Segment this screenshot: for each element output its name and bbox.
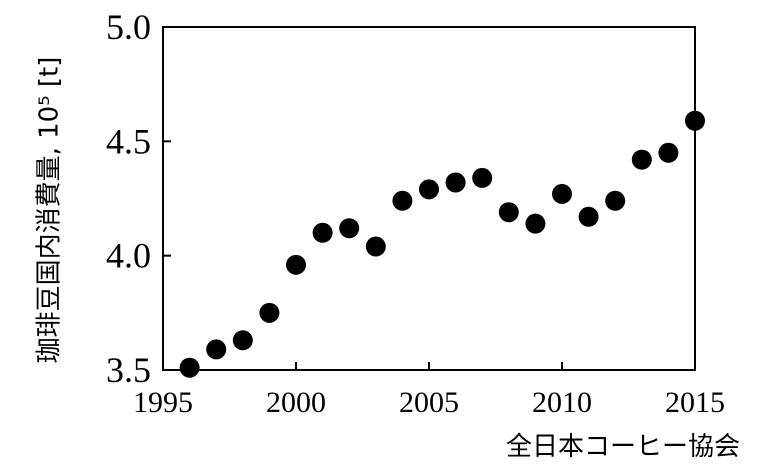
data-point xyxy=(632,150,652,170)
x-tick-label: 2010 xyxy=(532,386,592,419)
data-point xyxy=(259,303,279,323)
x-tick-label: 2005 xyxy=(399,386,459,419)
y-axis-label: 珈琲豆国内消費量, 10⁵ [t] xyxy=(35,57,65,364)
data-point xyxy=(605,191,625,211)
data-point xyxy=(579,207,599,227)
x-tick-label: 2000 xyxy=(266,386,326,419)
data-point xyxy=(552,184,572,204)
data-point xyxy=(366,237,386,257)
data-point xyxy=(658,143,678,163)
data-point xyxy=(180,358,200,378)
y-tick-label: 3.5 xyxy=(106,350,151,390)
data-points xyxy=(180,111,705,378)
data-point xyxy=(286,255,306,275)
data-point xyxy=(313,223,333,243)
data-point xyxy=(472,168,492,188)
data-point xyxy=(419,179,439,199)
x-tick-label: 1995 xyxy=(133,386,193,419)
data-point xyxy=(233,330,253,350)
y-tick-label: 4.0 xyxy=(106,236,151,276)
data-point xyxy=(525,214,545,234)
data-point xyxy=(446,172,466,192)
y-axis-ticks: 3.5 4.0 4.5 5.0 xyxy=(106,7,171,390)
source-label: 全日本コーヒー協会 xyxy=(506,432,740,462)
y-tick-label: 4.5 xyxy=(106,121,151,161)
data-point xyxy=(206,339,226,359)
y-tick-label: 5.0 xyxy=(106,7,151,47)
x-tick-label: 2015 xyxy=(665,386,725,419)
data-point xyxy=(339,218,359,238)
data-point xyxy=(499,202,519,222)
data-point xyxy=(392,191,412,211)
data-point xyxy=(685,111,705,131)
